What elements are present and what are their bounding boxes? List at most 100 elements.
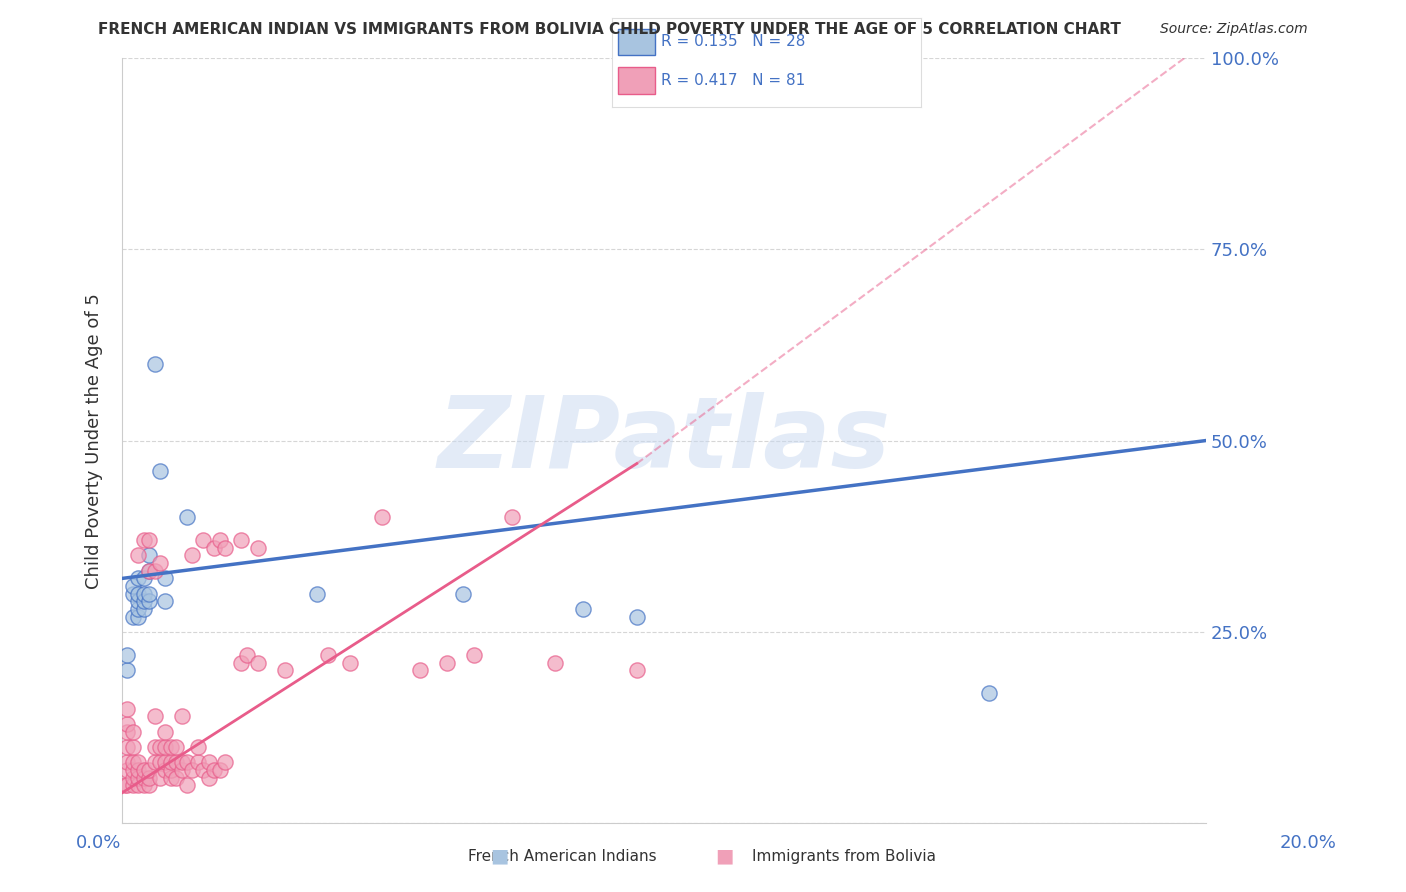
Point: [165, 756, 187, 770]
Point: [117, 724, 139, 739]
Point: [176, 510, 198, 524]
Point: [122, 609, 145, 624]
Point: [193, 533, 215, 548]
Point: [127, 549, 149, 563]
Point: [231, 533, 253, 548]
Text: Immigrants from Bolivia: Immigrants from Bolivia: [752, 849, 935, 863]
Point: [114, 778, 136, 792]
Point: [117, 763, 139, 777]
Point: [159, 771, 181, 785]
Point: [187, 739, 209, 754]
Point: [122, 778, 145, 792]
Point: [143, 564, 166, 578]
FancyBboxPatch shape: [617, 29, 655, 55]
Point: [149, 464, 172, 478]
Point: [159, 739, 181, 754]
FancyBboxPatch shape: [617, 67, 655, 94]
Point: [117, 756, 139, 770]
Point: [155, 594, 177, 608]
Point: [193, 763, 215, 777]
Point: [143, 709, 166, 723]
Text: ■: ■: [714, 847, 734, 866]
Point: [159, 763, 181, 777]
Point: [409, 663, 432, 677]
Point: [122, 587, 145, 601]
Point: [122, 579, 145, 593]
Point: [571, 602, 593, 616]
Text: 0.0%: 0.0%: [76, 834, 121, 852]
Point: [149, 771, 172, 785]
Point: [453, 587, 475, 601]
Point: [197, 756, 219, 770]
Point: [122, 771, 145, 785]
Point: [127, 587, 149, 601]
Point: [165, 771, 187, 785]
Text: ■: ■: [489, 847, 509, 866]
Point: [170, 709, 193, 723]
Point: [138, 533, 160, 548]
Text: ZIPatlas: ZIPatlas: [437, 392, 890, 489]
Point: [626, 609, 648, 624]
Point: [176, 756, 198, 770]
Point: [170, 756, 193, 770]
Point: [246, 541, 269, 555]
Point: [197, 771, 219, 785]
Point: [143, 357, 166, 371]
Point: [127, 609, 149, 624]
Point: [155, 739, 177, 754]
Point: [149, 756, 172, 770]
Text: French American Indians: French American Indians: [468, 849, 657, 863]
Point: [463, 648, 485, 662]
Point: [436, 656, 458, 670]
Text: FRENCH AMERICAN INDIAN VS IMMIGRANTS FROM BOLIVIA CHILD POVERTY UNDER THE AGE OF: FRENCH AMERICAN INDIAN VS IMMIGRANTS FRO…: [98, 22, 1122, 37]
Point: [977, 686, 1000, 700]
Point: [187, 756, 209, 770]
Point: [165, 739, 187, 754]
Point: [138, 564, 160, 578]
Point: [132, 533, 155, 548]
Point: [208, 533, 231, 548]
Point: [214, 756, 236, 770]
Text: Source: ZipAtlas.com: Source: ZipAtlas.com: [1160, 22, 1308, 37]
Point: [127, 756, 149, 770]
Point: [143, 739, 166, 754]
Point: [170, 763, 193, 777]
Point: [138, 763, 160, 777]
Point: [127, 571, 149, 585]
Point: [122, 739, 145, 754]
Point: [544, 656, 567, 670]
Point: [132, 587, 155, 601]
Point: [127, 763, 149, 777]
Point: [138, 778, 160, 792]
Point: [208, 763, 231, 777]
Point: [339, 656, 361, 670]
Point: [138, 549, 160, 563]
Point: [181, 763, 204, 777]
Point: [127, 771, 149, 785]
Point: [138, 587, 160, 601]
Text: R = 0.135   N = 28: R = 0.135 N = 28: [661, 35, 806, 49]
Point: [138, 594, 160, 608]
Point: [143, 756, 166, 770]
Point: [155, 756, 177, 770]
Point: [246, 656, 269, 670]
Point: [117, 717, 139, 731]
Point: [132, 771, 155, 785]
Point: [127, 594, 149, 608]
Point: [316, 648, 339, 662]
Point: [149, 556, 172, 570]
Point: [127, 778, 149, 792]
Point: [132, 594, 155, 608]
Point: [235, 648, 257, 662]
Point: [122, 724, 145, 739]
Point: [132, 602, 155, 616]
Text: 20.0%: 20.0%: [1279, 834, 1336, 852]
Point: [155, 724, 177, 739]
Point: [155, 763, 177, 777]
Point: [132, 778, 155, 792]
Point: [117, 739, 139, 754]
Point: [138, 771, 160, 785]
Point: [181, 549, 204, 563]
Point: [132, 763, 155, 777]
Point: [231, 656, 253, 670]
